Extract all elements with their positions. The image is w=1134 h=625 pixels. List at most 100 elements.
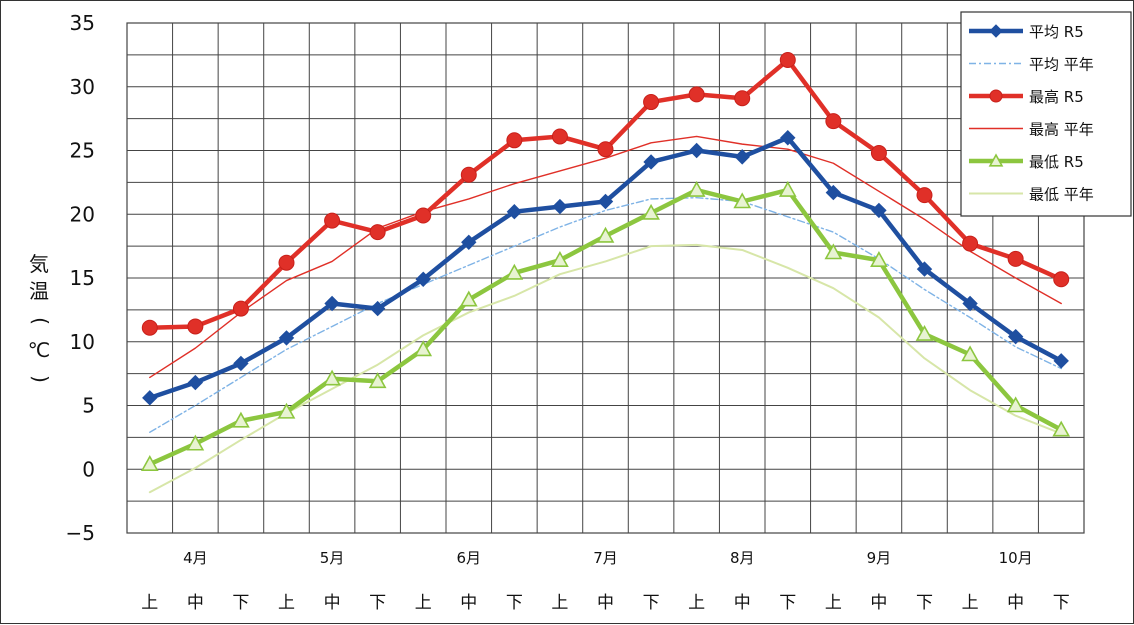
diamond-marker bbox=[734, 149, 750, 165]
triangle-marker bbox=[642, 203, 660, 220]
diamond-marker bbox=[688, 142, 705, 159]
triangle-marker bbox=[870, 251, 888, 267]
period-label: 下 bbox=[779, 593, 796, 613]
series-6 bbox=[148, 243, 1063, 494]
diamond-marker bbox=[369, 300, 386, 317]
series-2 bbox=[149, 196, 1062, 433]
circle-marker bbox=[506, 132, 523, 149]
diamond-marker bbox=[142, 390, 158, 406]
series-line bbox=[149, 135, 1062, 379]
circle-marker bbox=[324, 212, 341, 229]
period-label: 上 bbox=[278, 593, 295, 613]
circle-marker bbox=[870, 145, 887, 162]
triangle-marker bbox=[186, 434, 205, 451]
series-line bbox=[148, 243, 1063, 494]
circle-marker bbox=[187, 318, 204, 335]
triangle-marker bbox=[551, 251, 569, 267]
legend-entry-label: 最低 平年 bbox=[1029, 186, 1094, 204]
diamond-marker bbox=[825, 184, 842, 201]
circle-marker bbox=[962, 235, 979, 252]
diamond-marker bbox=[871, 202, 887, 219]
triangle-marker bbox=[961, 345, 979, 362]
series-5 bbox=[140, 180, 1071, 471]
diamond-marker bbox=[643, 154, 659, 170]
period-label: 上 bbox=[688, 593, 705, 613]
diamond-marker bbox=[324, 295, 340, 312]
triangle-marker bbox=[1052, 420, 1071, 437]
circle-marker bbox=[916, 187, 933, 204]
period-label: 中 bbox=[597, 593, 614, 613]
y-tick-label: 10 bbox=[70, 330, 95, 354]
triangle-marker bbox=[232, 411, 250, 428]
month-labels: 4月 5月 6月 7月 8月 9月 10月 bbox=[183, 549, 1033, 567]
diamond-marker bbox=[552, 198, 568, 215]
month-label: 5月 bbox=[320, 549, 345, 567]
y-tick-label: 30 bbox=[70, 75, 95, 99]
diamond-marker bbox=[187, 374, 204, 391]
series-1 bbox=[142, 130, 1069, 406]
diamond-marker bbox=[962, 295, 978, 312]
series-line bbox=[149, 196, 1062, 433]
legend-entry-label: 最高 平年 bbox=[1029, 121, 1094, 139]
triangle-marker bbox=[988, 153, 1004, 167]
period-label: 下 bbox=[369, 593, 386, 613]
circle-marker bbox=[460, 166, 477, 183]
y-tick-labels: 35 30 25 20 15 10 5 0 −5 bbox=[66, 11, 95, 545]
triangle-marker bbox=[778, 180, 797, 197]
circle-marker bbox=[369, 224, 386, 241]
circle-marker bbox=[643, 94, 660, 111]
diamond-marker bbox=[1007, 328, 1024, 345]
period-labels: 上中下上中下上中下上中下上中下上中下上中下 bbox=[141, 593, 1069, 613]
y-tick-label: 20 bbox=[70, 202, 95, 226]
circle-marker bbox=[232, 300, 249, 317]
legend-entry-label: 最低 R5 bbox=[1029, 153, 1084, 171]
circle-marker bbox=[779, 51, 796, 68]
circle-marker bbox=[1053, 271, 1070, 288]
month-label: 8月 bbox=[730, 549, 755, 567]
period-label: 中 bbox=[1007, 593, 1024, 613]
period-label: 下 bbox=[506, 593, 523, 613]
period-label: 下 bbox=[232, 593, 249, 613]
circle-marker bbox=[734, 90, 751, 107]
triangle-marker bbox=[824, 243, 843, 260]
diamond-marker bbox=[989, 24, 1003, 38]
diamond-marker bbox=[780, 130, 796, 146]
grid-lines bbox=[126, 22, 1085, 534]
period-label: 上 bbox=[962, 593, 979, 613]
month-label: 7月 bbox=[593, 549, 618, 567]
legend-box bbox=[960, 11, 1132, 217]
period-label: 中 bbox=[324, 593, 341, 613]
circle-marker bbox=[989, 89, 1003, 103]
y-axis-label-char: 気 bbox=[29, 252, 49, 276]
month-label: 4月 bbox=[183, 549, 208, 567]
circle-marker bbox=[141, 319, 158, 336]
legend-entry-label: 平均 R5 bbox=[1029, 23, 1084, 41]
y-axis-label-char: ( bbox=[29, 317, 53, 325]
triangle-marker bbox=[459, 290, 478, 307]
period-label: 上 bbox=[415, 593, 432, 613]
triangle-marker bbox=[1006, 396, 1025, 413]
period-label: 中 bbox=[734, 593, 751, 613]
circle-marker bbox=[825, 113, 842, 130]
y-axis-label: 気温 (℃) bbox=[28, 252, 53, 383]
period-label: 下 bbox=[1053, 593, 1070, 613]
y-axis-label-char: ℃ bbox=[28, 338, 50, 362]
diamond-marker bbox=[278, 330, 295, 346]
diamond-marker bbox=[506, 203, 523, 220]
y-tick-label: 25 bbox=[70, 139, 95, 163]
series-4 bbox=[149, 135, 1062, 379]
triangle-marker bbox=[140, 455, 159, 471]
diamond-marker bbox=[1053, 353, 1069, 369]
month-label: 6月 bbox=[457, 549, 482, 567]
triangle-marker bbox=[368, 372, 387, 389]
diamond-marker bbox=[597, 193, 614, 210]
y-tick-label: 5 bbox=[82, 394, 95, 418]
period-label: 上 bbox=[825, 593, 842, 613]
y-tick-label: 0 bbox=[82, 457, 95, 481]
triangle-marker bbox=[323, 369, 341, 386]
month-label: 9月 bbox=[867, 549, 892, 567]
triangle-marker bbox=[277, 402, 296, 419]
circle-marker bbox=[551, 128, 568, 145]
